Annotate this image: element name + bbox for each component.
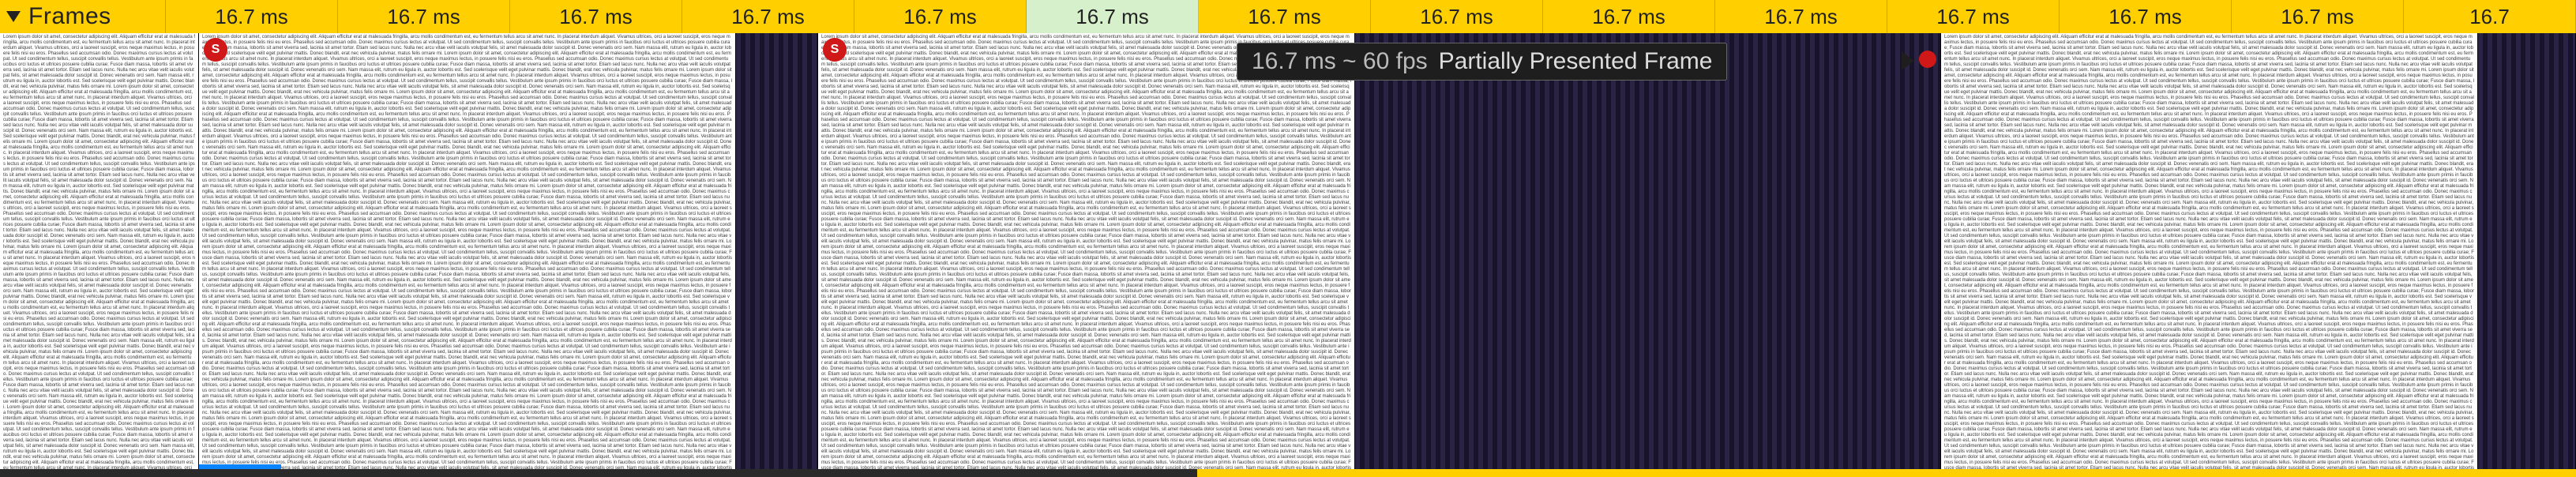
timeline-overview-strip[interactable] <box>0 469 2576 477</box>
frame-header-cell[interactable]: 16.7 ms <box>1199 0 1371 33</box>
chevron-down-icon <box>6 11 21 22</box>
tooltip-arrow-icon <box>1902 51 1914 70</box>
tooltip-status: Partially Presented Frame <box>1439 48 1713 75</box>
frames-label: Frames <box>28 3 111 30</box>
overview-segment[interactable] <box>1197 469 2576 477</box>
frame-header-cell[interactable]: 16.7 ms <box>166 0 338 33</box>
frame-header-cell[interactable]: 16.7 <box>2404 0 2576 33</box>
frame-header-cell[interactable]: 16.7 ms <box>2060 0 2232 33</box>
frame-thumbnail[interactable]: Lorem ipsum dolor sit amet, consectetur … <box>199 33 736 469</box>
frame-header-cell[interactable]: 16.7 ms <box>338 0 510 33</box>
frame-header-cell[interactable]: 16.7 ms <box>682 0 854 33</box>
frame-header-cell[interactable]: 16.7 ms <box>1027 0 1199 33</box>
dropped-frame-region[interactable] <box>2478 33 2576 469</box>
frame-header-cell[interactable]: 16.7 ms <box>1543 0 1715 33</box>
frame-header-cell[interactable]: 16.7 ms <box>510 0 682 33</box>
frames-toggle[interactable]: Frames <box>0 0 166 33</box>
frames-header: Frames 16.7 ms16.7 ms16.7 ms16.7 ms16.7 … <box>0 0 2576 33</box>
frame-tooltip: 16.7 ms ~ 60 fps Partially Presented Fra… <box>1237 43 1727 81</box>
layout-shift-marker-icon: S <box>204 38 227 62</box>
frame-header-cell[interactable]: 16.7 ms <box>1887 0 2060 33</box>
frame-header-cell[interactable]: 16.7 ms <box>854 0 1027 33</box>
overview-segment[interactable] <box>0 469 1197 477</box>
frame-header-cell[interactable]: 16.7 ms <box>2232 0 2404 33</box>
frame-header-cell[interactable]: 16.7 ms <box>1715 0 1887 33</box>
tooltip-time: 16.7 ms ~ 60 fps <box>1252 48 1428 75</box>
frame-header-cell[interactable]: 16.7 ms <box>1371 0 1543 33</box>
frames-filmstrip[interactable]: Lorem ipsum dolor sit amet, consectetur … <box>0 33 2576 469</box>
frame-thumbnail[interactable]: Lorem ipsum dolor sit amet, consectetur … <box>1941 33 2478 469</box>
frame-thumbnail[interactable]: Lorem ipsum dolor sit amet, consectetur … <box>818 33 1355 469</box>
frame-thumbnail[interactable]: Lorem ipsum dolor sit amet, consectetur … <box>0 33 199 469</box>
dropped-frame-region[interactable] <box>1355 33 1941 469</box>
dropped-frame-region[interactable] <box>736 33 818 469</box>
partial-frame-marker-icon <box>1919 51 1936 68</box>
layout-shift-marker-icon: S <box>823 38 847 62</box>
